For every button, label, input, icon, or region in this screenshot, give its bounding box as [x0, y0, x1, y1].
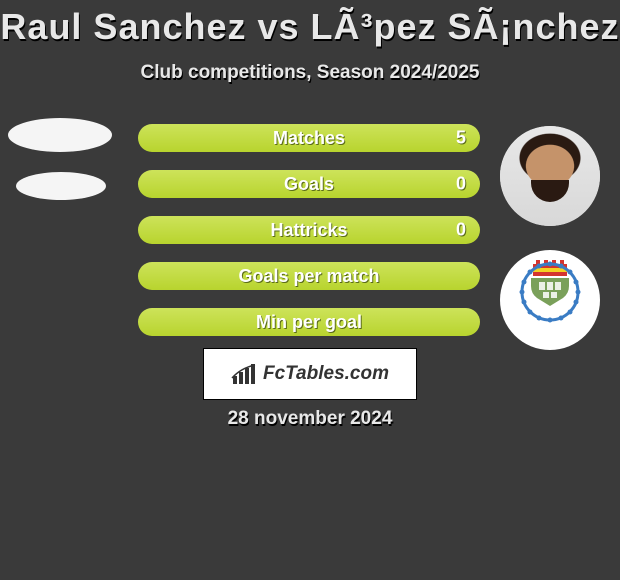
stat-bar-gpm: Goals per match [138, 262, 480, 290]
stat-value: 5 [456, 128, 466, 149]
stat-label: Min per goal [256, 312, 362, 333]
comparison-date: 28 november 2024 [228, 408, 393, 430]
stat-label: Goals per match [238, 266, 379, 287]
player-avatar [500, 126, 600, 226]
stat-label: Goals [284, 174, 334, 195]
crest-icon [515, 260, 585, 340]
stat-label: Hattricks [270, 220, 347, 241]
logo-text: FcTables.com [263, 363, 389, 385]
stat-bar-hattricks: Hattricks 0 [138, 216, 480, 244]
player-avatar-placeholder [8, 118, 112, 152]
stat-bar-matches: Matches 5 [138, 124, 480, 152]
source-logo: FcTables.com [203, 348, 417, 400]
club-crest [500, 250, 600, 350]
left-player-column [8, 118, 118, 200]
stat-label: Matches [273, 128, 345, 149]
bars-icon [231, 362, 259, 386]
avatar-face-icon [500, 126, 600, 226]
stat-bars: Matches 5 Goals 0 Hattricks 0 Goals per … [138, 124, 480, 336]
stat-value: 0 [456, 220, 466, 241]
player-club-placeholder [16, 172, 106, 200]
right-player-column [500, 126, 600, 350]
stat-value: 0 [456, 174, 466, 195]
stat-bar-mpg: Min per goal [138, 308, 480, 336]
comparison-title: Raul Sanchez vs LÃ³pez SÃ¡nchez [0, 0, 620, 48]
stat-bar-goals: Goals 0 [138, 170, 480, 198]
comparison-subtitle: Club competitions, Season 2024/2025 [0, 62, 620, 84]
